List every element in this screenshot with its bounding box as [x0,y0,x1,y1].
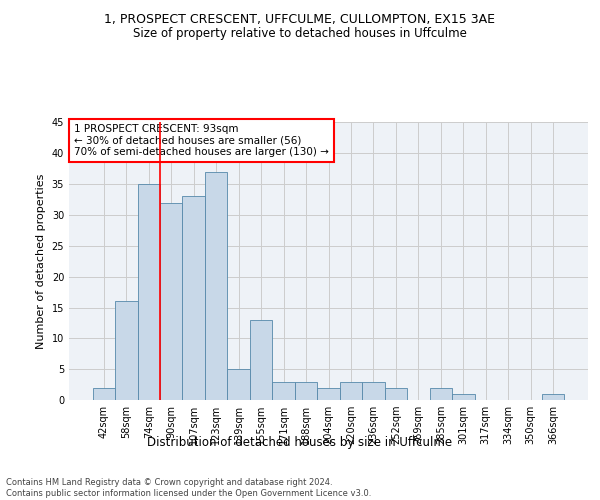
Text: 1, PROSPECT CRESCENT, UFFCULME, CULLOMPTON, EX15 3AE: 1, PROSPECT CRESCENT, UFFCULME, CULLOMPT… [104,12,496,26]
Bar [340,382,362,400]
Bar [205,172,227,400]
Bar [115,302,137,400]
Text: 1 PROSPECT CRESCENT: 93sqm
← 30% of detached houses are smaller (56)
70% of semi: 1 PROSPECT CRESCENT: 93sqm ← 30% of deta… [74,124,329,157]
Bar [92,388,115,400]
Text: Contains HM Land Registry data © Crown copyright and database right 2024.
Contai: Contains HM Land Registry data © Crown c… [6,478,371,498]
Text: Distribution of detached houses by size in Uffculme: Distribution of detached houses by size … [148,436,452,449]
Bar [137,184,160,400]
Bar [452,394,475,400]
Bar [295,382,317,400]
Bar [317,388,340,400]
Bar [250,320,272,400]
Bar [430,388,452,400]
Bar [272,382,295,400]
Bar [182,196,205,400]
Y-axis label: Number of detached properties: Number of detached properties [36,174,46,349]
Bar [227,369,250,400]
Bar [385,388,407,400]
Bar [542,394,565,400]
Bar [160,202,182,400]
Text: Size of property relative to detached houses in Uffculme: Size of property relative to detached ho… [133,28,467,40]
Bar [362,382,385,400]
